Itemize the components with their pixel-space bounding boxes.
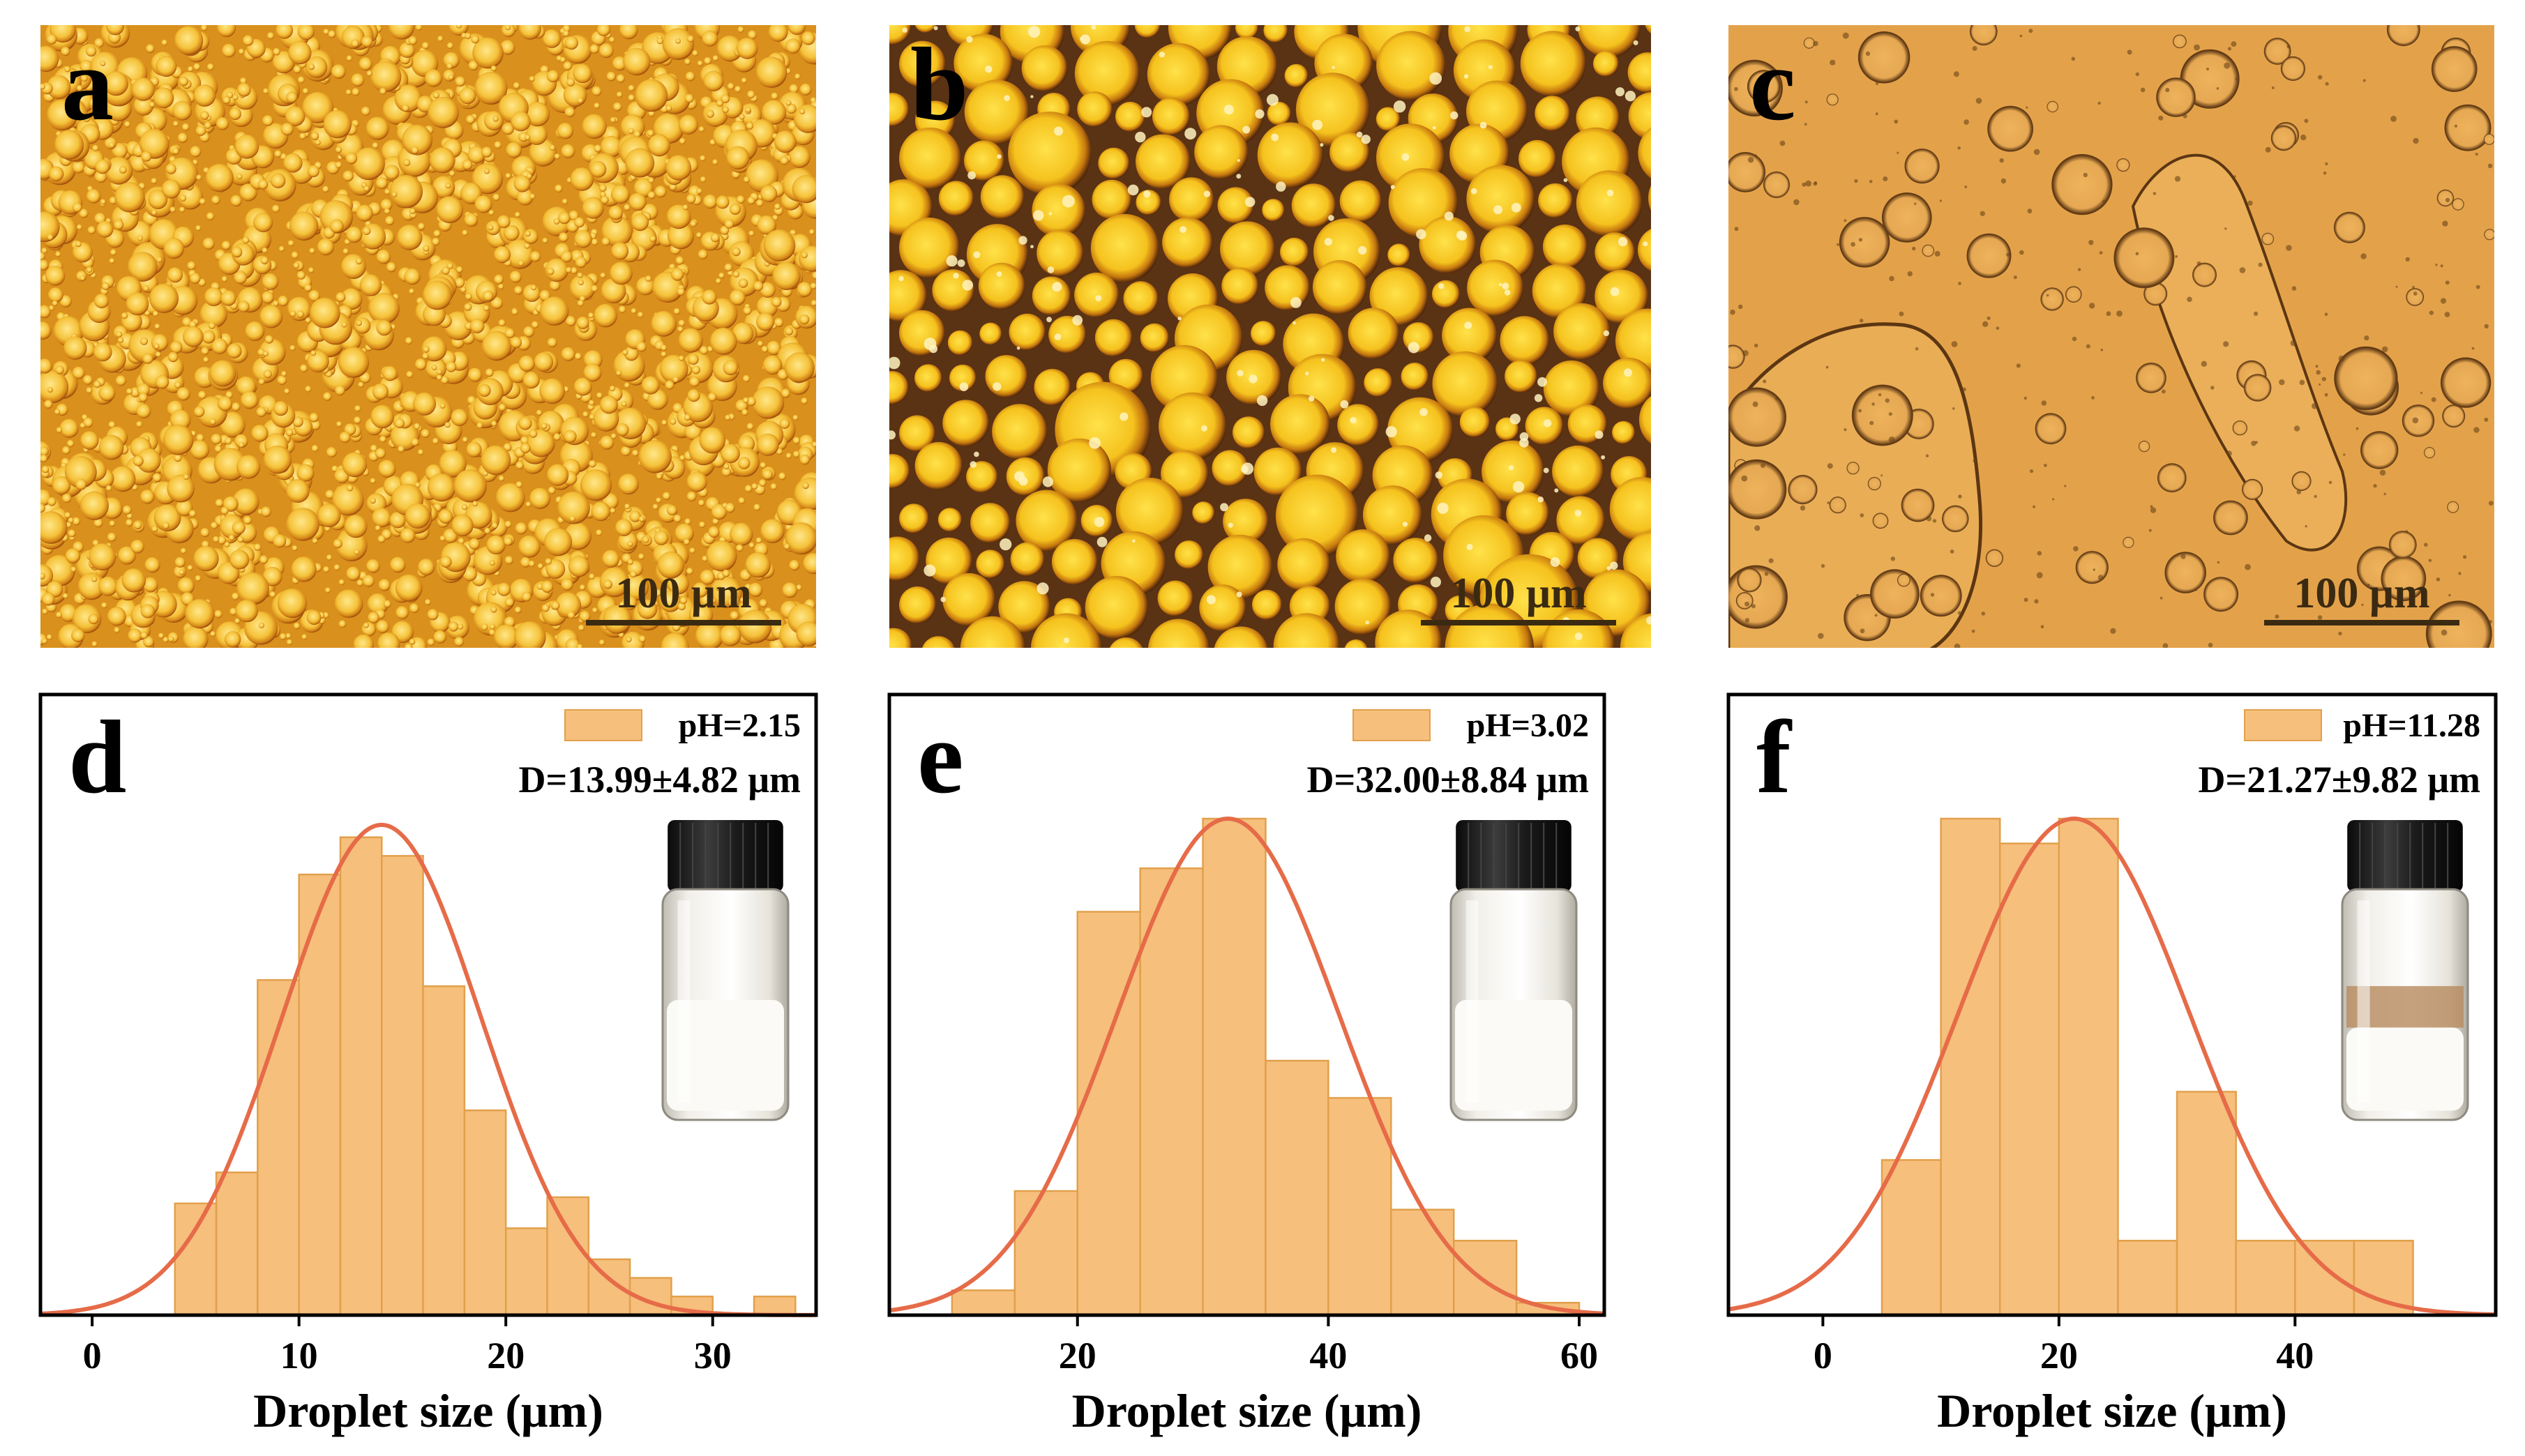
histogram-bar: [422, 985, 466, 1317]
histogram-bar: [1880, 1159, 1942, 1317]
panel-label-e: e: [917, 699, 964, 815]
x-tick-label: 20: [1059, 1335, 1096, 1377]
x-axis-label: Droplet size (μm): [1937, 1384, 2287, 1437]
x-tick-label: 40: [1309, 1335, 1347, 1377]
x-tick-label: 60: [1560, 1335, 1598, 1377]
histogram-bar: [1327, 1097, 1392, 1317]
histogram-bar: [753, 1296, 797, 1317]
histogram-bar: [1076, 911, 1141, 1317]
film-region: [2131, 153, 2348, 552]
film-region: [1728, 322, 1983, 648]
panel-label-d: d: [68, 699, 126, 815]
x-axis-label: Droplet size (μm): [253, 1384, 603, 1437]
panel-label-a: a: [61, 26, 114, 142]
micrograph-b: b 100 μm: [889, 25, 1651, 648]
histogram-bar: [1013, 1190, 1078, 1317]
x-tick-label: 10: [280, 1335, 318, 1377]
vial-emulsion: [1455, 999, 1572, 1111]
micrograph-a: a 100 μm: [40, 25, 816, 648]
legend-label: pH=11.28: [2343, 707, 2480, 744]
vial-cap: [1456, 820, 1571, 893]
plot-frame: [887, 692, 1606, 1317]
histogram-bar: [2058, 817, 2119, 1317]
x-tick-label: 20: [2040, 1335, 2078, 1377]
legend-swatch: [1352, 709, 1431, 741]
histogram-e: 20 40 60 Droplet size (μm) e pH=3.02 D=32.00±8…: [887, 692, 1606, 1437]
micrograph-c: c 100 μm: [1728, 25, 2494, 648]
histogram-bar: [257, 979, 300, 1317]
histogram-bar: [174, 1202, 218, 1317]
plot-frame: [38, 692, 818, 1317]
histogram-bar: [1998, 842, 2060, 1317]
scale-bar: [1421, 620, 1616, 625]
histogram-bar: [1390, 1208, 1455, 1317]
legend-label: pH=2.15: [679, 707, 801, 744]
diameter-annotation: D=13.99±4.82 μm: [519, 759, 801, 801]
diameter-annotation: D=21.27±9.82 μm: [2199, 759, 2481, 801]
histogram-f: 0 20 40 Droplet size (μm) f pH=11.28 D=21.27±9…: [1726, 692, 2498, 1437]
x-tick-label: 30: [694, 1335, 732, 1377]
histogram-d: 0 10 20 30 Droplet size (μm) d pH=2.15 D=13.99±…: [38, 692, 818, 1437]
x-tick-label: 40: [2276, 1335, 2314, 1377]
plot-frame: [1726, 692, 2498, 1317]
histogram-bar: [1940, 817, 2001, 1317]
legend-label: pH=3.02: [1467, 707, 1589, 744]
vial-cap: [2347, 820, 2463, 893]
histogram-bar: [546, 1196, 590, 1317]
histogram-bar: [298, 873, 342, 1317]
fit-curve: [40, 822, 816, 1317]
histogram-bar: [1139, 867, 1204, 1317]
x-tick-label: 0: [83, 1335, 102, 1377]
histogram-bar: [1452, 1239, 1518, 1317]
panel-label-b: b: [910, 26, 968, 142]
vial-cap: [668, 820, 783, 893]
x-axis-label: Droplet size (μm): [1072, 1384, 1422, 1437]
x-tick-label: 0: [1814, 1335, 1832, 1377]
legend-swatch: [564, 709, 642, 741]
histogram-bar: [951, 1289, 1016, 1317]
diameter-annotation: D=32.00±8.84 μm: [1307, 759, 1590, 801]
scale-bar-label: 100 μm: [1450, 570, 1586, 617]
scale-bar: [586, 620, 781, 625]
histogram-bar: [339, 836, 383, 1317]
histogram-bar: [504, 1227, 548, 1317]
vial-emulsion: [667, 999, 784, 1111]
panel-label-f: f: [1756, 699, 1793, 815]
vial-emulsion: [2346, 1027, 2464, 1111]
histogram-bar: [2294, 1239, 2356, 1317]
fit-curve: [889, 816, 1605, 1316]
histogram-bar: [215, 1171, 259, 1317]
histogram-bar: [1202, 817, 1267, 1317]
scale-bar-label: 100 μm: [2293, 570, 2429, 617]
legend-swatch: [2244, 709, 2322, 741]
panel-label-c: c: [1749, 26, 1796, 142]
x-tick-label: 20: [487, 1335, 525, 1377]
histogram-bar: [463, 1109, 507, 1317]
histogram-bar: [381, 855, 424, 1317]
scale-bar-label: 100 μm: [615, 570, 751, 617]
scale-bar: [2264, 620, 2459, 625]
histogram-bar: [2176, 1091, 2237, 1317]
histogram-bar: [2117, 1239, 2178, 1317]
fit-curve: [1728, 816, 2496, 1317]
histogram-bar: [2353, 1239, 2414, 1317]
histogram-bar: [2235, 1239, 2296, 1317]
histogram-bar: [1265, 1059, 1329, 1317]
